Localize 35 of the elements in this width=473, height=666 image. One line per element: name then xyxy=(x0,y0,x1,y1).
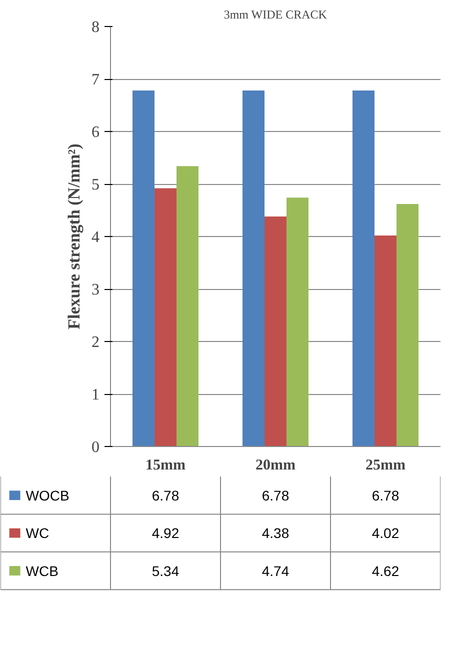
bar xyxy=(396,204,418,446)
bar xyxy=(154,188,176,446)
x-tick-label: 20mm xyxy=(256,458,296,474)
bar xyxy=(242,90,264,446)
data-label: 6.78 xyxy=(372,487,400,504)
data-label: 4.92 xyxy=(152,525,180,542)
bar xyxy=(352,90,374,446)
y-tick-label: 0 xyxy=(92,439,100,456)
y-tick-label: 4 xyxy=(92,229,100,246)
y-tick-label: 1 xyxy=(92,386,100,404)
y-tick-label: 3 xyxy=(92,282,100,298)
data-label: 4.38 xyxy=(262,525,290,542)
legend-label: WC xyxy=(26,525,50,542)
data-label: 4.74 xyxy=(262,562,290,579)
data-label: 5.34 xyxy=(152,562,180,579)
bar xyxy=(264,216,286,446)
y-tick-label: 2 xyxy=(92,334,100,351)
data-label: 4.62 xyxy=(372,562,400,579)
y-tick-label: 6 xyxy=(92,124,100,141)
y-tick-label: 7 xyxy=(92,72,100,88)
bar xyxy=(132,90,154,446)
data-label: 4.02 xyxy=(372,525,400,542)
y-axis-title: Flexure strength (N/mm²) xyxy=(64,144,84,330)
data-label: 6.78 xyxy=(152,487,180,504)
bar xyxy=(286,198,308,446)
bar xyxy=(176,166,198,446)
legend-label: WCB xyxy=(26,562,58,579)
y-tick-label: 5 xyxy=(92,176,100,194)
bar xyxy=(374,235,396,446)
chart-title: 3mm WIDE CRACK xyxy=(224,8,328,22)
x-tick-label: 15mm xyxy=(146,458,186,474)
data-label: 6.78 xyxy=(262,487,290,504)
x-tick-label: 25mm xyxy=(366,458,406,474)
y-tick-label: 8 xyxy=(92,19,100,36)
legend-label: WOCB xyxy=(26,487,70,504)
